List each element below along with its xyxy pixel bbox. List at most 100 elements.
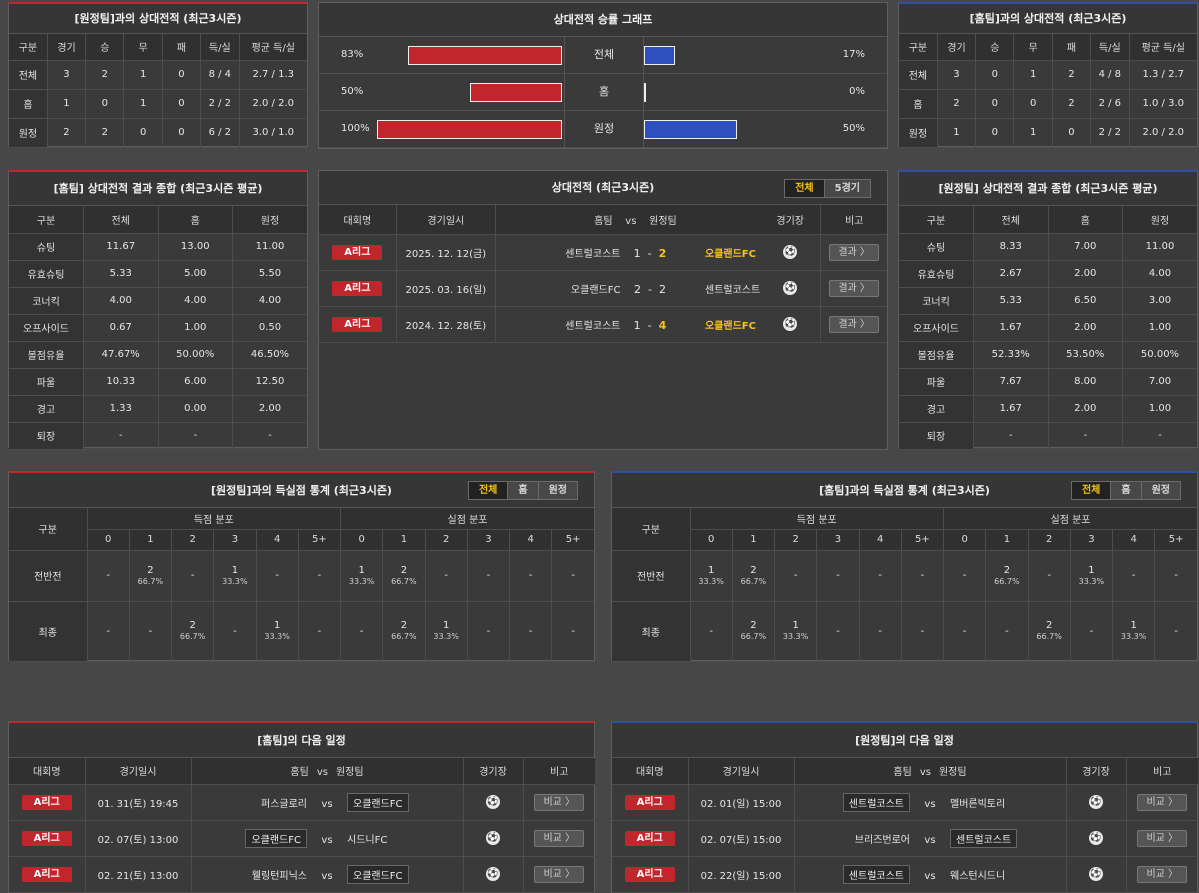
soccer-ball-icon[interactable]: ⚽: [486, 867, 500, 881]
soccer-ball-icon[interactable]: ⚽: [783, 245, 798, 259]
col-header: [705, 205, 761, 235]
soccer-ball-icon[interactable]: ⚽: [486, 831, 500, 845]
away-team: 웨스턴시드니: [950, 870, 1006, 882]
count: 2: [400, 620, 408, 631]
cell: 4.00: [232, 287, 307, 315]
cell: 2: [1052, 89, 1092, 119]
tab-5-games[interactable]: 5경기: [834, 183, 860, 194]
league-badge: A리그: [332, 280, 383, 296]
soccer-ball-icon[interactable]: ⚽: [486, 795, 500, 809]
row-label: 홈: [9, 89, 48, 119]
cell: 0: [162, 118, 202, 148]
count: -: [1005, 625, 1009, 637]
cell: -: [509, 550, 553, 602]
row-label: 파울: [9, 368, 84, 396]
cell: -: [467, 550, 511, 602]
result-button[interactable]: 결과 〉: [829, 279, 879, 297]
row-label: 전반전: [612, 550, 691, 602]
cell: 2 66.7%: [129, 550, 173, 602]
summary-table: 구분 전체 홈 원정 슈팅 11.67 13.00 11.00 유효슈팅 5.33 5.00 5.50…: [9, 206, 307, 450]
tab-away[interactable]: 원정: [1151, 485, 1170, 496]
table-row: 최종 - -2 66.7% -1 33.3% - -2 66.7% 1 33.3% - - -: [9, 601, 594, 662]
soccer-ball-icon[interactable]: ⚽: [783, 317, 798, 331]
compare-button[interactable]: 비교 〉: [1137, 793, 1188, 811]
stadium-cell: ⚽: [463, 856, 524, 893]
cell: -: [901, 601, 945, 662]
cell: 12.50: [232, 368, 307, 396]
count: -: [190, 570, 195, 581]
scored-header: 득점 분포: [690, 508, 944, 530]
soccer-ball-icon[interactable]: ⚽: [783, 281, 798, 295]
home-header: 홈팀: [594, 215, 613, 227]
left-percent: 50%: [341, 86, 364, 97]
tab-all[interactable]: 전체: [1071, 482, 1112, 499]
cell: 4 / 8: [1090, 60, 1130, 90]
away-header: 원정팀: [649, 215, 677, 227]
result-button[interactable]: 결과 〉: [829, 243, 879, 261]
score: 1-2: [620, 247, 680, 260]
tab-home[interactable]: 홈: [508, 482, 539, 499]
cell: -: [1154, 601, 1197, 662]
cell: -: [1154, 550, 1197, 602]
row-label: 퇴장: [899, 422, 974, 450]
panel-title-text: 상대전적 (최근3시즌): [551, 181, 655, 194]
note-cell: 결과 〉: [820, 234, 887, 271]
count: -: [836, 625, 840, 637]
cell: 2 / 2: [1090, 118, 1130, 148]
schedule-row: A리그 02. 07(토) 13:00 오클랜드FC vs 시드니FC ⚽ 비교 〉: [9, 820, 595, 857]
compare-button[interactable]: 비교 〉: [534, 829, 585, 847]
schedule-row: A리그 02. 01(일) 15:00 센트럴코스트 vs 멜버른빅토리 ⚽ 비교 〉: [612, 784, 1198, 821]
cell: 0: [975, 89, 1015, 119]
result-button[interactable]: 결과 〉: [829, 315, 879, 333]
percent: 33.3%: [698, 576, 724, 586]
col-header: 경기: [937, 34, 977, 61]
stadium-cell: ⚽: [760, 306, 822, 343]
row-label: 유효슈팅: [9, 260, 84, 288]
soccer-ball-icon[interactable]: ⚽: [1089, 831, 1103, 845]
tab-away[interactable]: 원정: [548, 485, 567, 496]
compare-button[interactable]: 비교 〉: [534, 793, 585, 811]
league-cell: A리그: [612, 820, 689, 857]
cell: -: [1048, 422, 1123, 450]
percent: 33.3%: [433, 632, 459, 641]
goal-count-header: 3: [816, 529, 860, 551]
compare-button[interactable]: 비교 〉: [1137, 865, 1188, 883]
col-header: 무: [1013, 34, 1053, 61]
count: 1: [707, 564, 715, 576]
vs-label: vs: [321, 834, 333, 846]
tab-all[interactable]: 전체: [785, 180, 825, 197]
col-header: 홈팀 vs 원정팀: [794, 758, 1067, 785]
date-cell: 2025. 03. 16(일): [396, 270, 496, 307]
league-badge: A리그: [21, 866, 72, 882]
cell: 2: [937, 89, 977, 119]
col-header: 구분: [612, 508, 691, 551]
tab-home[interactable]: 홈: [1111, 482, 1142, 499]
league-cell: A리그: [319, 234, 397, 271]
tab-all[interactable]: 전체: [468, 482, 509, 499]
cell: -: [985, 601, 1029, 662]
soccer-ball-icon[interactable]: ⚽: [1089, 795, 1103, 809]
cell: 2.00: [1048, 395, 1123, 423]
goal-count-header: 2: [425, 529, 468, 551]
soccer-ball-icon[interactable]: ⚽: [1089, 867, 1103, 881]
count: -: [1089, 625, 1094, 637]
cell: 2: [1052, 60, 1092, 90]
count: 2: [750, 620, 757, 631]
teams-cell: 센트럴코스트 vs 멜버른빅토리: [794, 784, 1067, 821]
cell: 2.67: [973, 260, 1049, 288]
cell: 2.0 / 2.0: [1129, 118, 1197, 148]
cell: 1.0 / 3.0: [1129, 89, 1197, 119]
teams-cell: 웰링턴피닉스 vs 오클랜드FC: [191, 856, 464, 893]
percent: 66.7%: [740, 576, 767, 586]
stadium-cell: ⚽: [1066, 784, 1127, 821]
compare-button[interactable]: 비교 〉: [534, 865, 585, 883]
cell: 8 / 4: [200, 60, 240, 90]
goal-count-header: 2: [774, 529, 818, 551]
count: -: [528, 625, 533, 637]
compare-button[interactable]: 비교 〉: [1137, 829, 1188, 847]
cell: 7.00: [1122, 368, 1197, 396]
teams-cell: 브리즈번로어 vs 센트럴코스트: [794, 820, 1067, 857]
cell: 5.00: [158, 260, 233, 288]
count: 2: [147, 564, 154, 576]
home-win-bar: [469, 83, 562, 102]
